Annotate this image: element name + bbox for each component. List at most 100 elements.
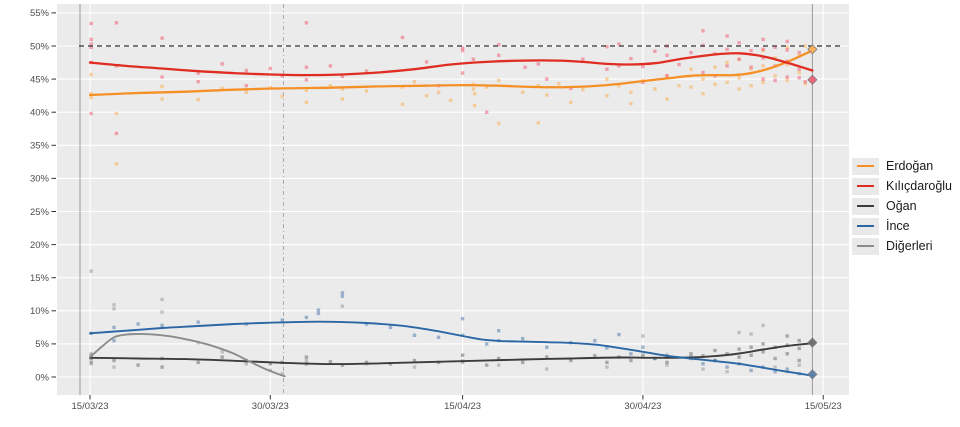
poll-point-0	[400, 102, 405, 106]
y-tick-label: 55%	[30, 8, 50, 19]
poll-point-0	[424, 94, 429, 98]
poll-point-0	[785, 78, 789, 83]
poll-point-0	[364, 89, 369, 93]
poll-point-1	[160, 75, 164, 79]
poll-point-2	[773, 356, 777, 361]
poll-point-0	[701, 92, 705, 96]
poll-point-0	[761, 80, 765, 85]
poll-point-2	[665, 360, 669, 365]
poll-point-0	[557, 82, 561, 86]
poll-point-1	[761, 47, 765, 51]
poll-point-0	[665, 97, 669, 101]
poll-point-0	[605, 77, 609, 81]
poll-point-0	[737, 76, 741, 80]
legend-item-Diğerleri: Diğerleri	[852, 236, 952, 256]
poll-point-2	[761, 342, 765, 346]
poll-point-3	[701, 362, 705, 366]
poll-point-0	[689, 67, 693, 71]
poll-point-1	[665, 74, 669, 78]
poll-point-0	[545, 93, 549, 97]
y-tick-label: 15%	[30, 273, 50, 284]
poll-point-0	[749, 84, 753, 88]
poll-point-1	[617, 64, 621, 68]
poll-point-3	[617, 332, 621, 337]
poll-point-0	[485, 85, 489, 89]
poll-point-1	[605, 67, 609, 71]
poll-point-1	[677, 62, 681, 67]
x-tick-label: 15/04/23	[444, 401, 481, 412]
poll-point-1	[114, 21, 119, 25]
poll-point-1	[424, 60, 429, 64]
poll-point-0	[114, 111, 119, 116]
trend-line-Erdoğan	[88, 49, 814, 97]
poll-point-3	[388, 325, 393, 330]
poll-point-2	[689, 352, 693, 356]
poll-point-2	[605, 360, 609, 365]
poll-point-4	[160, 310, 164, 314]
poll-point-1	[725, 47, 729, 51]
poll-point-3	[460, 317, 465, 321]
poll-point-1	[460, 46, 465, 50]
poll-point-1	[785, 48, 789, 52]
poll-point-1	[785, 39, 789, 44]
poll-point-1	[749, 65, 753, 69]
election-result-marker-Oğan	[807, 337, 818, 348]
poll-point-0	[737, 87, 741, 91]
poll-point-0	[340, 97, 345, 101]
poll-point-1	[220, 62, 224, 66]
y-tick-label: 5%	[35, 339, 49, 350]
poll-point-2	[701, 354, 705, 358]
poll-point-1	[89, 111, 93, 116]
poll-point-2	[196, 360, 200, 365]
poll-point-3	[521, 336, 525, 341]
poll-point-1	[617, 42, 621, 46]
poll-point-1	[689, 50, 693, 55]
poll-point-3	[749, 368, 753, 373]
legend-label: İnce	[886, 219, 910, 233]
poll-point-1	[523, 65, 527, 69]
poll-point-4	[725, 370, 729, 374]
poll-point-1	[725, 64, 729, 68]
poll-point-2	[328, 360, 333, 364]
poll-point-2	[797, 358, 801, 363]
poll-point-4	[340, 304, 345, 308]
poll-point-1	[328, 64, 333, 68]
legend-label: Diğerleri	[886, 239, 933, 253]
poll-point-2	[485, 363, 489, 367]
poll-point-0	[713, 65, 717, 69]
poll-point-2	[797, 346, 801, 351]
poll-point-4	[89, 352, 93, 356]
poll-point-0	[472, 92, 477, 96]
poll-point-0	[761, 64, 765, 68]
trend-line-Oğan	[89, 342, 814, 366]
poll-point-0	[471, 87, 476, 91]
poll-point-4	[112, 303, 116, 307]
poll-point-4	[761, 323, 765, 328]
poll-point-2	[545, 355, 549, 359]
poll-point-1	[340, 74, 345, 79]
poll-point-0	[304, 100, 309, 104]
poll-point-0	[569, 100, 573, 104]
poll-point-1	[364, 69, 369, 73]
poll-point-2	[160, 365, 164, 369]
y-tick-label: 25%	[30, 207, 50, 218]
poll-point-2	[725, 352, 729, 356]
poll-point-4	[797, 363, 801, 367]
poll-point-0	[220, 86, 224, 91]
poll-point-1	[160, 36, 164, 40]
chart-legend: Erdoğan Kılıçdaroğlu Oğan İnce Diğerleri	[852, 156, 952, 256]
poll-point-1	[485, 110, 489, 114]
poll-point-2	[268, 362, 272, 366]
poll-point-4	[160, 297, 164, 302]
poll-point-0	[340, 87, 345, 91]
legend-line-swatch	[857, 165, 874, 167]
legend-key	[852, 157, 879, 175]
legend-line-swatch	[857, 205, 874, 207]
poll-point-4	[89, 362, 93, 366]
y-tick-label: 0%	[35, 372, 49, 383]
trend-line-Kılıçdaroğlu	[88, 52, 814, 77]
poll-point-4	[280, 372, 284, 376]
poll-point-0	[581, 88, 585, 92]
poll-point-1	[761, 37, 765, 42]
poll-point-0	[677, 84, 681, 88]
